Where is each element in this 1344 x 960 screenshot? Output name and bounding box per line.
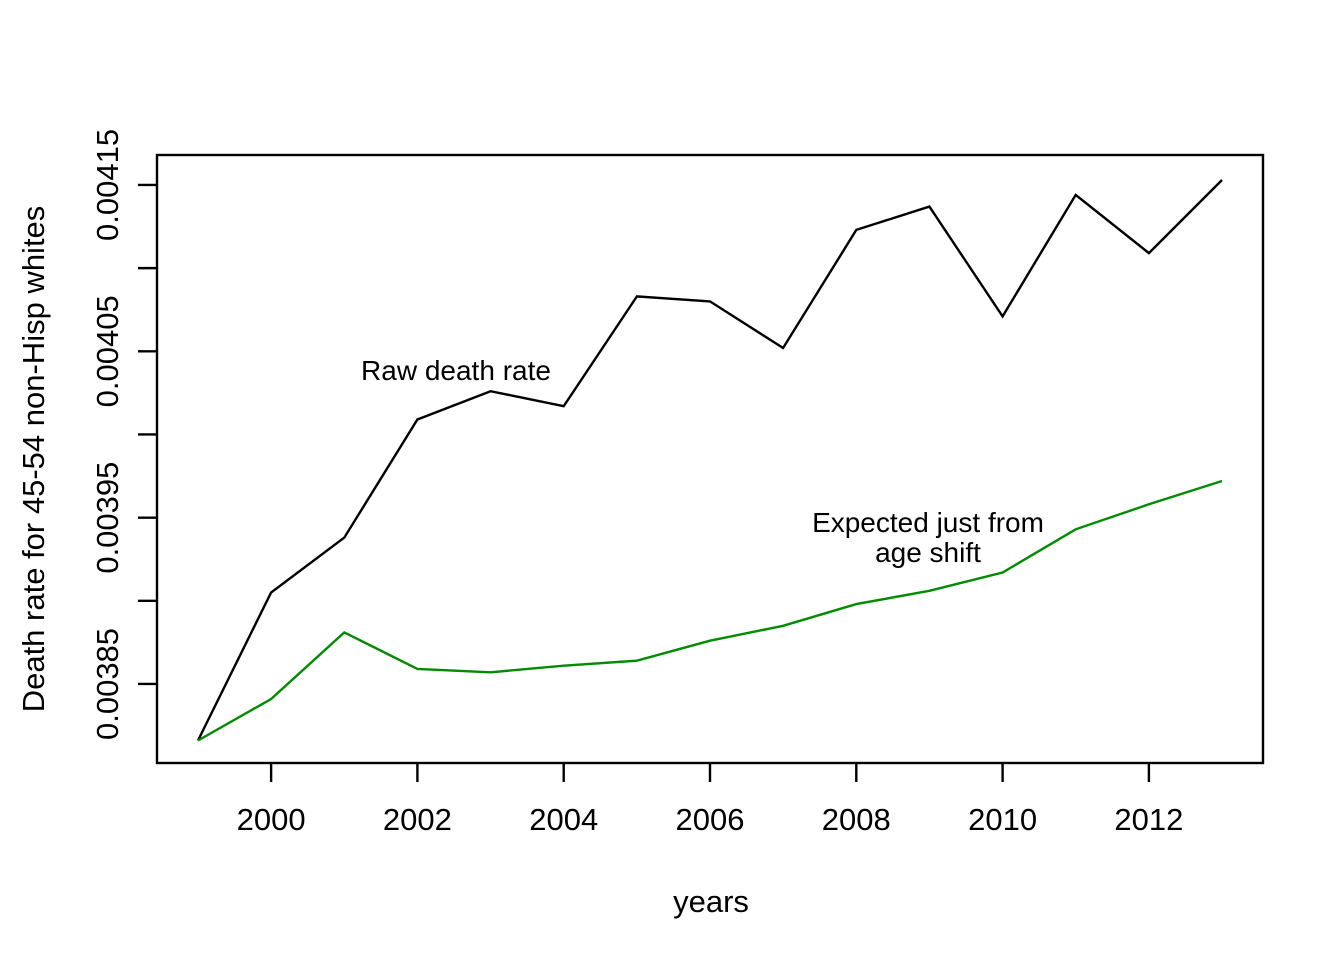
y-axis-ticks: 0.00415 0.00405 0.00395 0.00385 [90,129,157,740]
expected-age-shift-label-line1: Expected just from [812,507,1044,538]
y-tick-label: 0.00415 [90,129,125,241]
x-tick-label: 2004 [529,802,598,837]
x-tick-label: 2000 [237,802,306,837]
y-tick-label: 0.00385 [90,628,125,740]
series-line-raw-death-rate [196,179,1223,742]
y-tick-label: 0.00405 [90,295,125,407]
x-tick-label: 2002 [383,802,452,837]
x-tick-label: 2012 [1114,802,1183,837]
x-tick-label: 2008 [822,802,891,837]
x-axis-title: years [673,884,749,919]
y-axis-title: Death rate for 45-54 non-Hisp whites [16,206,51,713]
series-line-expected-just-from-age-shift [197,479,1223,742]
y-tick-label: 0.00395 [90,462,125,574]
plot-area-border [155,153,1265,765]
expected-age-shift-label-line2: age shift [875,537,981,568]
x-tick-label: 2010 [968,802,1037,837]
series-lines [196,179,1223,742]
x-tick-label: 2006 [676,802,745,837]
raw-death-rate-label: Raw death rate [361,355,551,386]
x-axis-ticks: 2000 2002 2004 2006 2008 2010 2012 [237,763,1183,837]
